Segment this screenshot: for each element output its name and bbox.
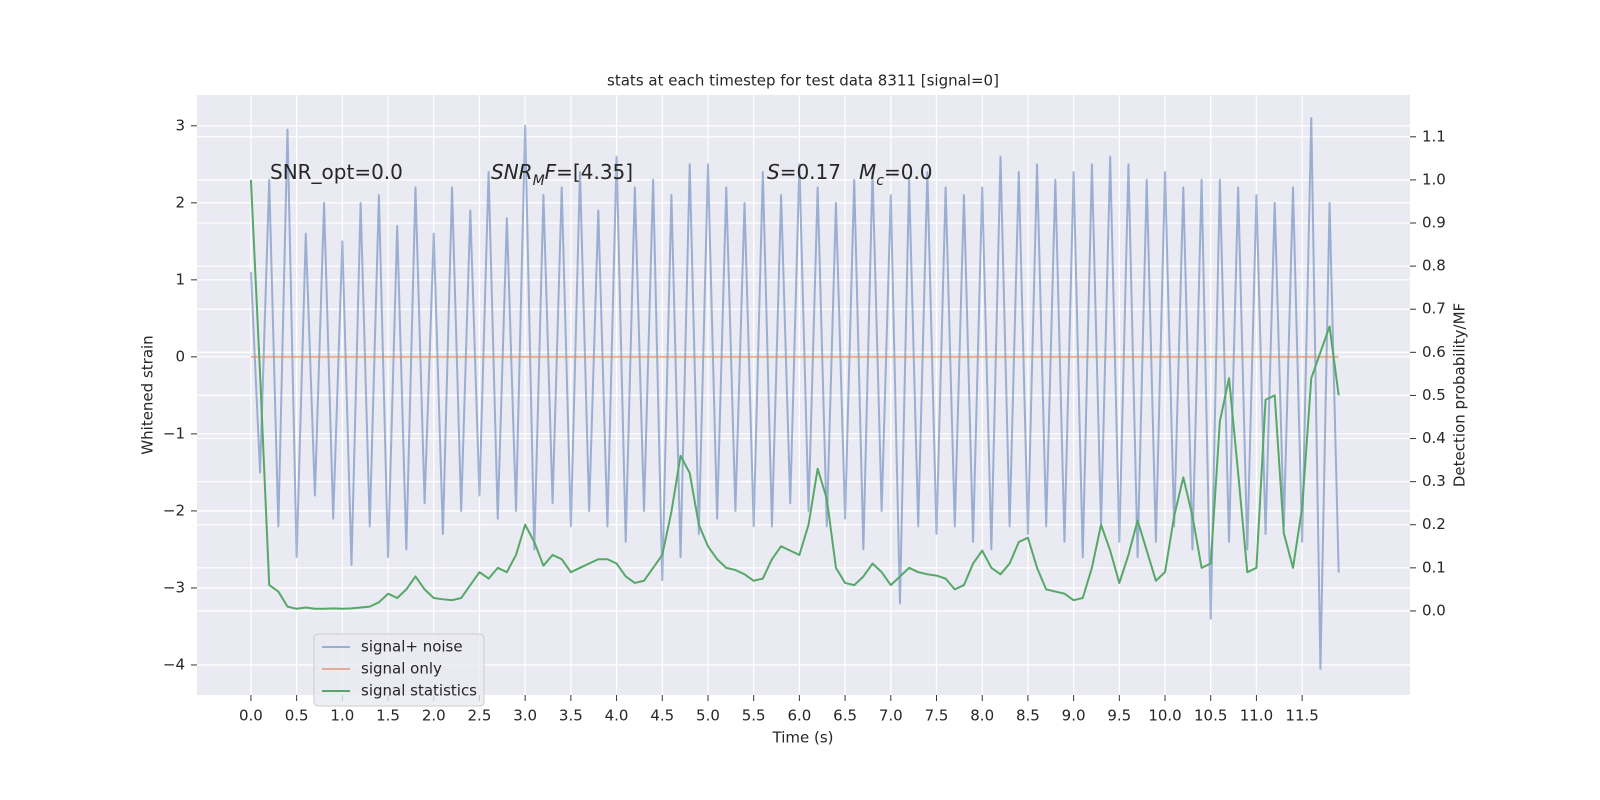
legend-box [313, 633, 485, 707]
annotation-part: =0.0 [884, 160, 933, 184]
y2-axis-label: Detection probability/MF [1451, 303, 1469, 487]
x-tick-label: 7.0 [879, 707, 903, 725]
annotation-part: =0.17 [780, 160, 841, 184]
y-tick-label: 2 [175, 193, 185, 211]
x-tick-label: 0.5 [285, 707, 309, 725]
annotation-part: M [533, 173, 545, 189]
y2-tick-label: 0.6 [1422, 343, 1446, 361]
y2-tick-label: 0.0 [1422, 601, 1446, 619]
x-tick-label: 1.5 [376, 707, 400, 725]
y-tick-label: 0 [175, 347, 185, 365]
x-tick-label: 9.0 [1062, 707, 1086, 725]
x-tick-label: 5.5 [742, 707, 766, 725]
y2-tick-label: 0.5 [1422, 386, 1446, 404]
annotation: SNRMF=[4.35] [491, 160, 633, 190]
y2-tick-label: 0.1 [1422, 558, 1446, 576]
annotation: S=0.17 [767, 160, 841, 184]
y-tick-label: −3 [163, 578, 185, 596]
annotation-part: SNR_opt=0.0 [270, 160, 403, 184]
x-tick-label: 2.0 [422, 707, 446, 725]
x-tick-label: 8.5 [1016, 707, 1040, 725]
legend-label: signal only [361, 660, 442, 678]
y2-tick-label: 0.7 [1422, 300, 1446, 318]
x-tick-label: 9.5 [1107, 707, 1131, 725]
annotation: Mc=0.0 [859, 160, 933, 190]
legend-label: signal+ noise [361, 638, 463, 656]
x-tick-label: 1.0 [330, 707, 354, 725]
y-axis-label: Whitened strain [139, 335, 157, 454]
annotation-part: SNR [491, 160, 533, 184]
x-axis-label: Time (s) [772, 729, 834, 747]
y2-tick-label: 0.4 [1422, 429, 1446, 447]
series-line [249, 117, 1340, 670]
y-tick-label: −2 [163, 501, 185, 519]
x-tick-label: 4.5 [650, 707, 674, 725]
x-tick-label: 10.5 [1194, 707, 1227, 725]
chart-title: stats at each timestep for test data 831… [607, 72, 999, 90]
x-tick-label: 6.0 [787, 707, 811, 725]
x-tick-label: 7.5 [925, 707, 949, 725]
annotation-part: =[4.35] [556, 160, 633, 184]
annotation-part: S [767, 160, 780, 184]
x-tick-label: 2.5 [468, 707, 492, 725]
x-tick-label: 6.5 [833, 707, 857, 725]
x-tick-label: 11.5 [1285, 707, 1318, 725]
y-tick-label: −4 [163, 655, 185, 673]
x-tick-label: 8.0 [970, 707, 994, 725]
x-tick-label: 0.0 [239, 707, 263, 725]
annotation: SNR_opt=0.0 [270, 160, 403, 184]
x-tick-label: 4.0 [605, 707, 629, 725]
y2-tick-label: 1.1 [1422, 127, 1446, 145]
y-tick-label: 3 [175, 116, 185, 134]
y2-tick-label: 1.0 [1422, 170, 1446, 188]
x-tick-label: 10.0 [1148, 707, 1181, 725]
annotation-part: c [876, 173, 884, 189]
x-tick-label: 11.0 [1240, 707, 1273, 725]
annotation-part: M [859, 160, 876, 184]
y2-tick-label: 0.2 [1422, 515, 1446, 533]
annotation-part: F [545, 160, 557, 184]
y-tick-label: −1 [163, 424, 185, 442]
y2-tick-label: 0.3 [1422, 472, 1446, 490]
x-tick-label: 3.0 [513, 707, 537, 725]
x-tick-label: 3.5 [559, 707, 583, 725]
legend-label: signal statistics [361, 682, 477, 700]
y2-tick-label: 0.8 [1422, 257, 1446, 275]
series-line [249, 179, 1340, 610]
x-tick-label: 5.0 [696, 707, 720, 725]
y-tick-label: 1 [175, 270, 185, 288]
y2-tick-label: 0.9 [1422, 214, 1446, 232]
